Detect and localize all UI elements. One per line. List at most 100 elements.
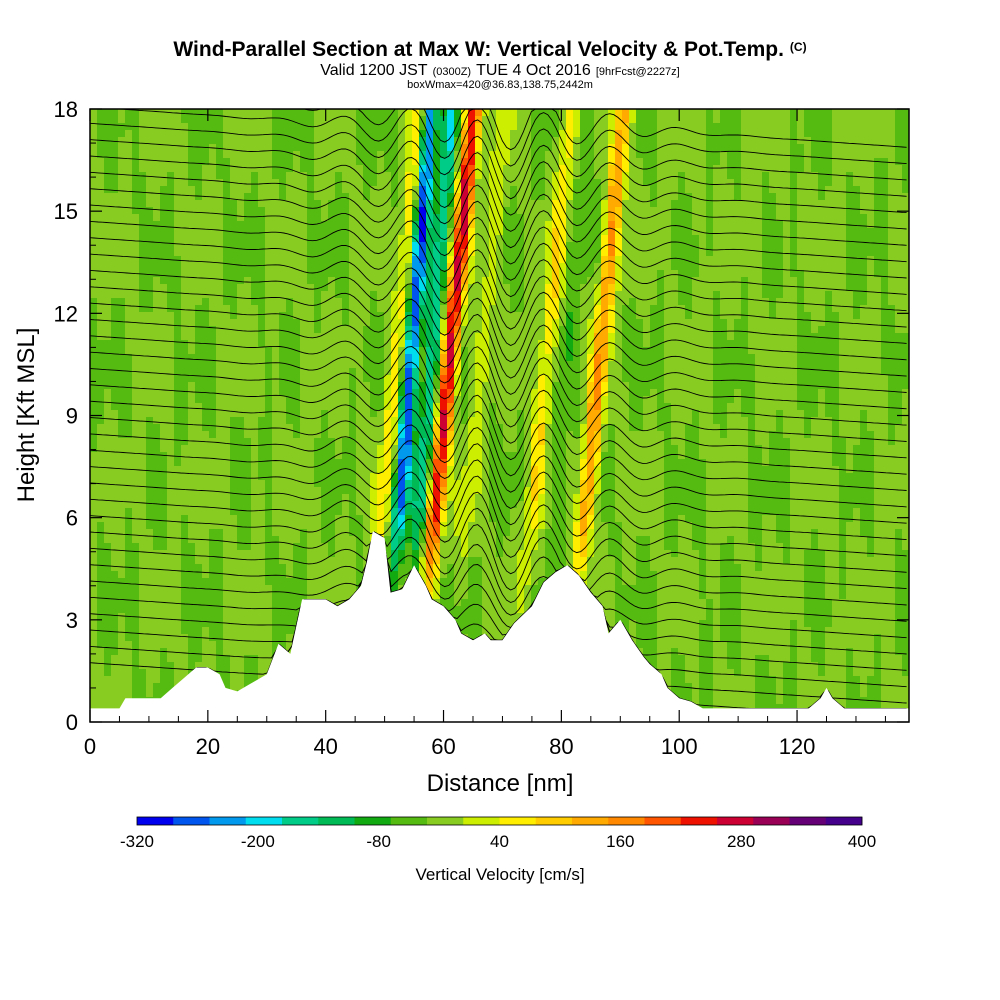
velocity-cell-3120 bbox=[335, 389, 343, 397]
velocity-cell-1283 bbox=[188, 466, 196, 474]
velocity-cell-375 bbox=[118, 270, 126, 278]
velocity-cell-3981 bbox=[405, 256, 413, 264]
velocity-cell-792 bbox=[153, 109, 161, 117]
velocity-cell-797 bbox=[153, 144, 161, 152]
velocity-cell-1421 bbox=[202, 200, 210, 208]
velocity-cell-2096 bbox=[251, 613, 259, 621]
velocity-cell-3966 bbox=[405, 151, 413, 159]
velocity-cell-993 bbox=[167, 284, 175, 292]
velocity-cell-1938 bbox=[244, 123, 252, 131]
velocity-cell-4640 bbox=[454, 557, 462, 565]
velocity-cell-30 bbox=[90, 319, 98, 327]
velocity-cell-2494 bbox=[286, 319, 294, 327]
velocity-cell-1839 bbox=[230, 662, 238, 670]
velocity-cell-56 bbox=[90, 501, 98, 509]
velocity-cell-3818 bbox=[391, 347, 399, 355]
velocity-cell-2269 bbox=[265, 592, 273, 600]
velocity-cell-235 bbox=[104, 522, 112, 530]
velocity-cell-2596 bbox=[293, 417, 301, 425]
velocity-cell-403 bbox=[118, 466, 126, 474]
velocity-cell-559 bbox=[132, 326, 140, 334]
velocity-cell-3700 bbox=[384, 137, 392, 145]
velocity-cell-3609 bbox=[377, 116, 385, 124]
velocity-cell-1216 bbox=[181, 613, 189, 621]
velocity-cell-3934 bbox=[398, 543, 406, 551]
velocity-cell-3785 bbox=[391, 116, 399, 124]
velocity-cell-2956 bbox=[321, 473, 329, 481]
velocity-cell-1042 bbox=[167, 627, 175, 635]
velocity-cell-669 bbox=[139, 480, 147, 488]
velocity-cell-2775 bbox=[307, 438, 315, 446]
velocity-cell-1474 bbox=[202, 571, 210, 579]
velocity-cell-4073 bbox=[412, 284, 420, 292]
velocity-cell-3304 bbox=[349, 445, 357, 453]
velocity-cell-3236 bbox=[342, 585, 350, 593]
velocity-cell-362 bbox=[118, 179, 126, 187]
velocity-cell-4005 bbox=[405, 424, 413, 432]
velocity-cell-509 bbox=[125, 592, 133, 600]
velocity-cell-1440 bbox=[202, 333, 210, 341]
velocity-cell-299 bbox=[111, 354, 119, 362]
velocity-cell-4674 bbox=[461, 179, 469, 187]
velocity-cell-1177 bbox=[181, 340, 189, 348]
velocity-cell-448 bbox=[125, 165, 133, 173]
velocity-cell-1069 bbox=[174, 200, 182, 208]
velocity-cell-863 bbox=[153, 606, 161, 614]
velocity-cell-1472 bbox=[202, 557, 210, 565]
velocity-cell-1189 bbox=[181, 424, 189, 432]
velocity-cell-725 bbox=[146, 256, 154, 264]
velocity-cell-1910 bbox=[237, 543, 245, 551]
velocity-cell-2591 bbox=[293, 382, 301, 390]
velocity-cell-2921 bbox=[321, 228, 329, 236]
velocity-cell-2864 bbox=[314, 445, 322, 453]
velocity-cell-3302 bbox=[349, 431, 357, 439]
velocity-cell-52 bbox=[90, 473, 98, 481]
velocity-cell-1651 bbox=[216, 578, 224, 586]
velocity-cell-1124 bbox=[174, 585, 182, 593]
velocity-cell-4499 bbox=[447, 186, 455, 194]
velocity-cell-500 bbox=[125, 529, 133, 537]
velocity-cell-2487 bbox=[286, 270, 294, 278]
velocity-cell-4421 bbox=[440, 256, 448, 264]
velocity-cell-1545 bbox=[209, 452, 217, 460]
velocity-cell-4548 bbox=[447, 529, 455, 537]
velocity-cell-1646 bbox=[216, 543, 224, 551]
velocity-cell-755 bbox=[146, 466, 154, 474]
velocity-cell-3369 bbox=[356, 284, 364, 292]
velocity-cell-1072 bbox=[174, 221, 182, 229]
velocity-cell-816 bbox=[153, 277, 161, 285]
velocity-cell-2253 bbox=[265, 480, 273, 488]
velocity-cell-2330 bbox=[272, 403, 280, 411]
velocity-cell-4610 bbox=[454, 347, 462, 355]
velocity-cell-2867 bbox=[314, 466, 322, 474]
velocity-cell-2084 bbox=[251, 529, 259, 537]
velocity-cell-3213 bbox=[342, 424, 350, 432]
velocity-cell-3128 bbox=[335, 445, 343, 453]
velocity-cell-2607 bbox=[293, 494, 301, 502]
velocity-cell-3618 bbox=[377, 179, 385, 187]
velocity-cell-1981 bbox=[244, 424, 252, 432]
velocity-cell-2881 bbox=[314, 564, 322, 572]
velocity-cell-3392 bbox=[356, 445, 364, 453]
velocity-cell-288 bbox=[111, 277, 119, 285]
velocity-cell-61 bbox=[90, 536, 98, 544]
velocity-cell-331 bbox=[111, 578, 119, 586]
velocity-cell-3963 bbox=[405, 130, 413, 138]
velocity-cell-319 bbox=[111, 494, 119, 502]
velocity-cell-3055 bbox=[328, 550, 336, 558]
velocity-cell-4000 bbox=[405, 389, 413, 397]
velocity-cell-661 bbox=[139, 424, 147, 432]
velocity-cell-823 bbox=[153, 326, 161, 334]
velocity-cell-3916 bbox=[398, 417, 406, 425]
velocity-cell-4606 bbox=[454, 319, 462, 327]
velocity-cell-1733 bbox=[223, 536, 231, 544]
velocity-cell-2731 bbox=[307, 130, 315, 138]
velocity-cell-2008 bbox=[244, 613, 252, 621]
velocity-cell-3388 bbox=[356, 417, 364, 425]
velocity-cell-3359 bbox=[356, 214, 364, 222]
velocity-cell-2943 bbox=[321, 382, 329, 390]
velocity-cell-3183 bbox=[342, 214, 350, 222]
velocity-cell-2687 bbox=[300, 438, 308, 446]
velocity-cell-2880 bbox=[314, 557, 322, 565]
